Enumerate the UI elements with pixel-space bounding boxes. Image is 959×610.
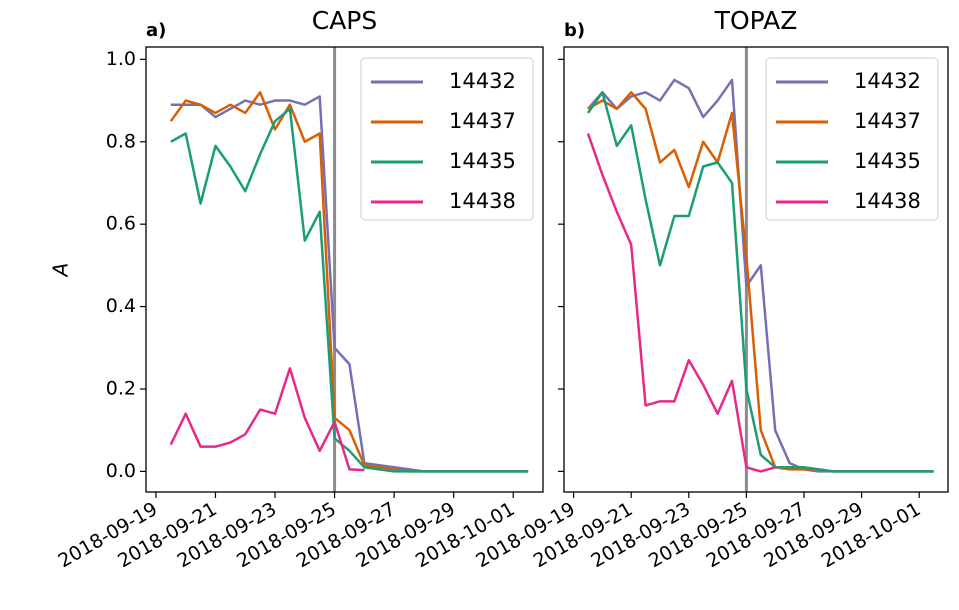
legend-label: 14432 bbox=[449, 69, 516, 93]
chart-title: CAPS bbox=[312, 6, 378, 35]
y-tick-label: 1.0 bbox=[106, 48, 136, 70]
plot-frame bbox=[563, 46, 949, 493]
legend-box bbox=[360, 57, 534, 221]
y-tick-label: 0.4 bbox=[106, 295, 136, 317]
legend-label: 14437 bbox=[854, 109, 921, 133]
y-tick-label: 0.2 bbox=[106, 377, 136, 399]
data-line bbox=[170, 107, 529, 473]
panel-label: b) bbox=[564, 20, 585, 41]
panel-label: a) bbox=[146, 20, 166, 41]
legend-box bbox=[765, 57, 939, 221]
data-line bbox=[586, 91, 934, 473]
legend-label: 14437 bbox=[449, 109, 516, 133]
legend-label: 14438 bbox=[449, 189, 516, 213]
legend-label: 14438 bbox=[854, 189, 921, 213]
y-tick-label: 0.0 bbox=[106, 460, 136, 482]
plot-frame bbox=[145, 46, 544, 493]
legend-label: 14435 bbox=[854, 149, 921, 173]
y-axis-label: A bbox=[49, 263, 73, 279]
data-line bbox=[586, 133, 776, 473]
y-tick-label: 0.8 bbox=[106, 130, 136, 152]
legend-label: 14432 bbox=[854, 69, 921, 93]
legend-label: 14435 bbox=[449, 149, 516, 173]
y-tick-label: 0.6 bbox=[106, 213, 136, 235]
data-line bbox=[169, 367, 365, 472]
chart-title: TOPAZ bbox=[714, 6, 798, 35]
